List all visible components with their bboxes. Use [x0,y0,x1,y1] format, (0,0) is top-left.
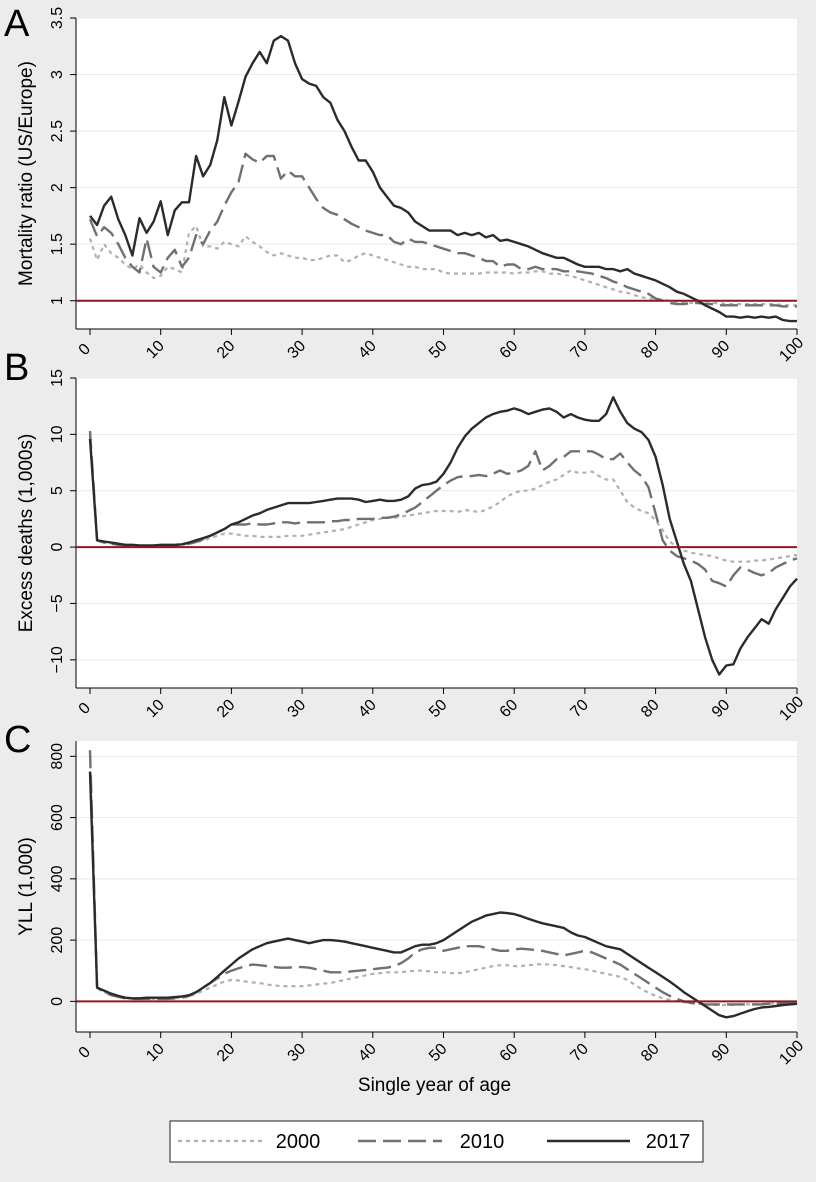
series-line-2017 [89,34,797,323]
legend: 2000 2010 2017 [169,1120,704,1163]
plot-area [76,378,797,688]
y-axis-title: YLL (1,000) [16,837,37,936]
x-axis-title: Single year of age [358,1075,511,1096]
y-tick-label: 200 [49,927,66,954]
y-axis-title: Excess deaths (1,000s) [16,434,37,633]
legend-label: 2017 [646,1131,691,1153]
panel-letter: B [4,347,29,389]
y-tick-label: 15 [49,369,66,387]
y-tick-label: 1 [49,296,66,305]
y-tick-label: 800 [49,743,66,770]
y-tick-label: 3.5 [49,7,66,29]
y-tick-label: 10 [49,425,66,443]
y-tick-label: 0 [49,997,66,1006]
y-tick-label: 3 [49,70,66,79]
series-line-2000 [88,225,797,307]
panel-letter: A [4,3,30,45]
plot-area [76,18,797,329]
series-line-2010 [88,430,798,588]
series-line-2017 [88,771,798,1019]
y-tick-label: −5 [49,594,66,612]
panel-a: 11.522.533.50 10 20 30 40 50 60 70 80 90 100Mortal… [4,3,807,365]
y-axis-title: Mortality ratio (US/Europe) [16,61,37,286]
series-line-2000 [88,756,797,1007]
legend-label: 2000 [276,1131,321,1153]
y-tick-label: 5 [49,486,66,495]
y-tick-label: 0 [49,543,66,552]
y-tick-label: −10 [49,646,66,673]
series-line-2017 [88,396,798,676]
panel-letter: C [4,719,31,761]
plot-area [76,741,797,1032]
legend-label: 2010 [460,1131,505,1153]
y-tick-label: 1.5 [49,233,66,255]
y-tick-label: 2.5 [49,120,66,142]
y-tick-label: 400 [49,865,66,892]
y-tick-label: 600 [49,804,66,831]
y-tick-label: 2 [49,183,66,192]
series-line-2010 [88,152,797,308]
